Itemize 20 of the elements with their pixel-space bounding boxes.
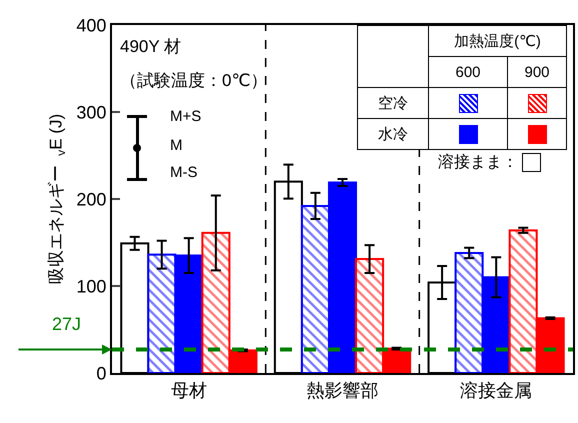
annotation: 490Y 材: [120, 37, 182, 56]
x-tick-label: 母材: [170, 380, 207, 401]
x-tick-label: 熱影響部: [306, 380, 378, 401]
annotation: M-S: [170, 164, 198, 181]
ref-line-label: 27J: [52, 314, 82, 334]
y-tick-label: 300: [76, 102, 106, 122]
y-tick-label: 100: [76, 276, 106, 296]
annotation: （試験温度：0℃）: [120, 71, 268, 90]
annotation: M: [170, 137, 182, 154]
y-tick-label: 400: [76, 15, 106, 36]
annotation: 空冷: [358, 88, 428, 118]
annotation: M+S: [170, 108, 202, 125]
annotation: 600: [428, 56, 508, 88]
annotation: 900: [508, 56, 566, 88]
x-tick-label: 溶接金属: [460, 380, 532, 401]
legend-title: 加熱温度(℃): [428, 26, 566, 56]
legend-label: 溶接まま：: [438, 154, 519, 171]
y-tick-label: 200: [76, 189, 106, 210]
y-tick-label: 0: [96, 363, 106, 384]
annotation: 水冷: [358, 118, 428, 150]
